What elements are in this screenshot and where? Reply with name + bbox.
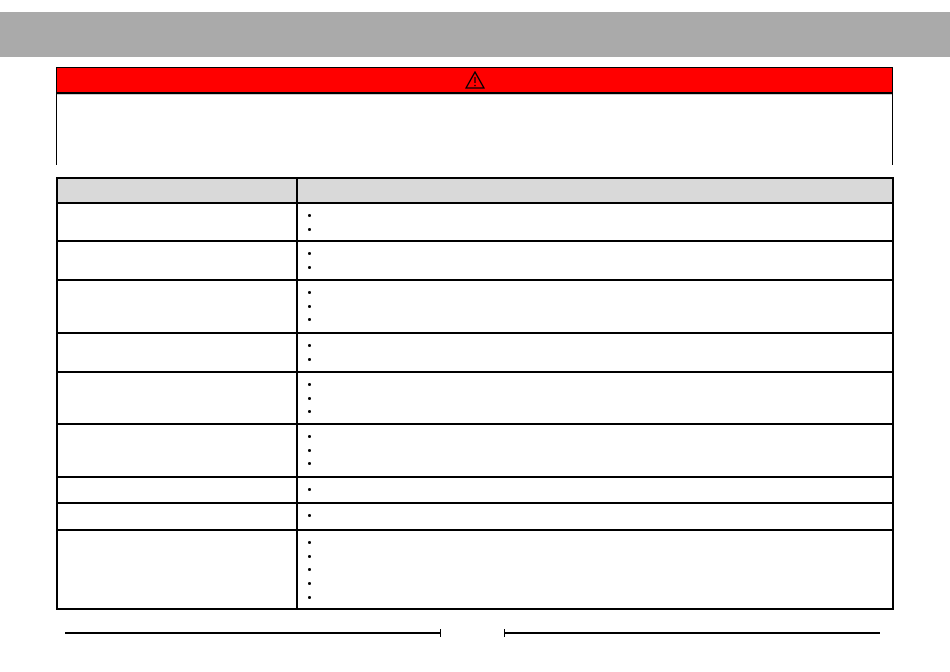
table-cell-bullets (296, 332, 894, 374)
table-cell-label (56, 240, 298, 282)
table-cell-label (56, 371, 298, 426)
bullet-icon (308, 541, 311, 545)
table-cell-label (56, 332, 298, 374)
bullet-item (306, 286, 892, 300)
table-cell-bullets (296, 476, 894, 505)
bullet-icon (308, 568, 311, 572)
bullet-item (306, 483, 892, 497)
bullet-icon (308, 291, 311, 295)
table-cell-bullets (296, 502, 894, 532)
bullet-item (306, 313, 892, 327)
bullet-icon (308, 435, 311, 439)
table-body (56, 201, 894, 611)
bullet-icon (308, 344, 311, 348)
table-row (56, 529, 894, 611)
table-cell-bullets (296, 240, 894, 282)
bullet-icon (308, 448, 311, 452)
bullet-icon (308, 227, 311, 231)
table-cell-label (56, 502, 298, 532)
table-cell-bullets (296, 201, 894, 243)
bullet-item (306, 550, 892, 564)
table-row (56, 332, 894, 374)
bullet-item (306, 353, 892, 367)
bullet-item (306, 430, 892, 444)
table-header-row (56, 177, 894, 204)
bullet-item (306, 536, 892, 550)
bullet-icon (308, 488, 311, 492)
warning-banner (57, 68, 892, 94)
table-row (56, 279, 894, 335)
table-cell-label (56, 201, 298, 243)
bullet-item (306, 444, 892, 458)
bullet-item (306, 378, 892, 392)
bullet-item (306, 209, 892, 223)
bullet-item (306, 563, 892, 577)
table-row (56, 476, 894, 505)
bullet-item (306, 577, 892, 591)
bullet-icon (308, 595, 311, 599)
bullet-item (306, 392, 892, 406)
bullet-icon (308, 581, 311, 585)
bullet-item (306, 509, 892, 523)
table-cell-label (56, 423, 298, 479)
bullet-icon (308, 357, 311, 361)
table-row (56, 240, 894, 282)
bullet-item (306, 457, 892, 471)
warning-box (56, 67, 893, 165)
table-cell-label (56, 279, 298, 335)
bullet-item (306, 405, 892, 419)
table-row (56, 502, 894, 532)
table-cell-label (56, 476, 298, 505)
footer-rule-left (65, 632, 441, 634)
footer-rule-right (504, 632, 880, 634)
table-header-cell-2 (296, 177, 894, 204)
warning-triangle-icon (464, 71, 485, 89)
bullet-icon (308, 514, 311, 518)
table-header-cell-1 (56, 177, 298, 204)
table-cell-bullets (296, 371, 894, 426)
bullet-item (306, 247, 892, 261)
bullet-item (306, 300, 892, 314)
bullet-icon (308, 214, 311, 217)
bullet-item (306, 223, 892, 237)
bullet-icon (308, 265, 311, 269)
bullet-icon (308, 410, 311, 414)
bullet-icon (308, 318, 311, 322)
bullet-item (306, 591, 892, 605)
table-cell-bullets (296, 529, 894, 611)
table-row (56, 423, 894, 479)
bullet-item (306, 339, 892, 353)
table-cell-label (56, 529, 298, 611)
bullet-item (306, 261, 892, 275)
table-cell-bullets (296, 279, 894, 335)
page-header-band (0, 12, 950, 57)
table-row (56, 201, 894, 243)
bullet-icon (308, 396, 311, 400)
table-cell-bullets (296, 423, 894, 479)
bullet-icon (308, 462, 311, 466)
bullet-icon (308, 252, 311, 256)
footer-tick-left (440, 629, 441, 637)
bullet-icon (308, 304, 311, 308)
bullet-icon (308, 383, 311, 387)
table-row (56, 371, 894, 426)
info-table (56, 177, 894, 611)
bullet-icon (308, 554, 311, 558)
warning-body (57, 94, 892, 165)
